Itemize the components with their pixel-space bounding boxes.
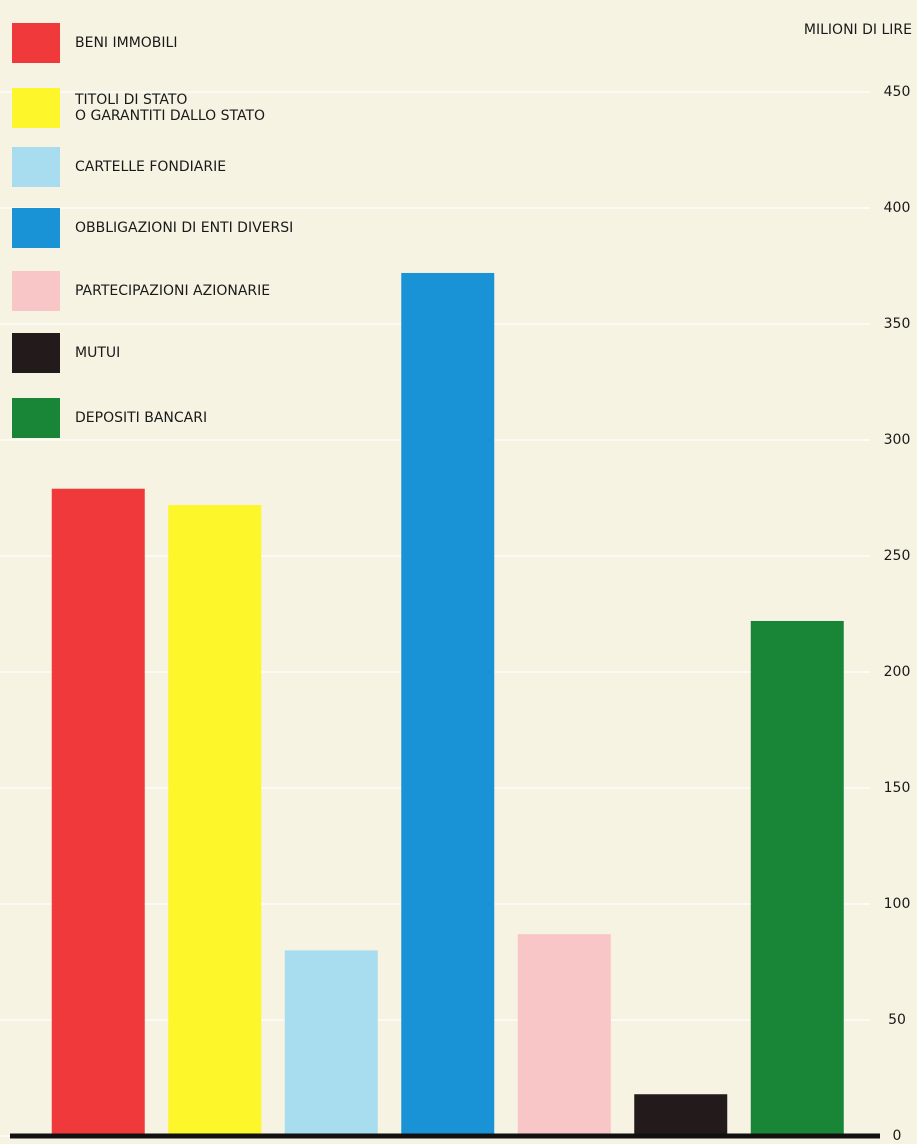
y-tick-label: 200 [884,664,911,680]
bar [51,488,145,1137]
bar [168,504,262,1137]
y-tick-label: 0 [893,1128,902,1144]
y-tick-label: 250 [884,548,911,564]
legend-swatch [12,271,60,311]
y-tick-label: 50 [888,1012,906,1028]
legend-swatch [12,23,60,63]
y-tick-label: 450 [884,84,911,100]
legend-label: CARTELLE FONDIARIE [75,159,226,175]
y-axis-label: MILIONI DI LIRE [804,22,912,38]
legend-label: BENI IMMOBILI [75,35,177,51]
bar [517,934,611,1136]
legend-label: DEPOSITI BANCARI [75,410,207,426]
legend-label: OBBLIGAZIONI DI ENTI DIVERSI [75,220,293,236]
legend-label: MUTUI [75,345,120,361]
bar [284,950,378,1136]
y-tick-label: 300 [884,432,911,448]
legend-label: PARTECIPAZIONI AZIONARIE [75,283,270,299]
legend-swatch [12,398,60,438]
legend-swatch [12,208,60,248]
legend-label: TITOLI DI STATO O GARANTITI DALLO STATO [74,92,265,124]
legend-swatch [12,88,60,128]
bar [750,620,844,1136]
bar [401,272,495,1137]
y-tick-label: 400 [884,200,911,216]
y-tick-label: 100 [884,896,911,912]
legend-swatch [12,333,60,373]
bar [634,1094,728,1136]
y-tick-label: 350 [884,316,911,332]
legend-swatch [12,147,60,187]
y-tick-label: 150 [884,780,911,796]
